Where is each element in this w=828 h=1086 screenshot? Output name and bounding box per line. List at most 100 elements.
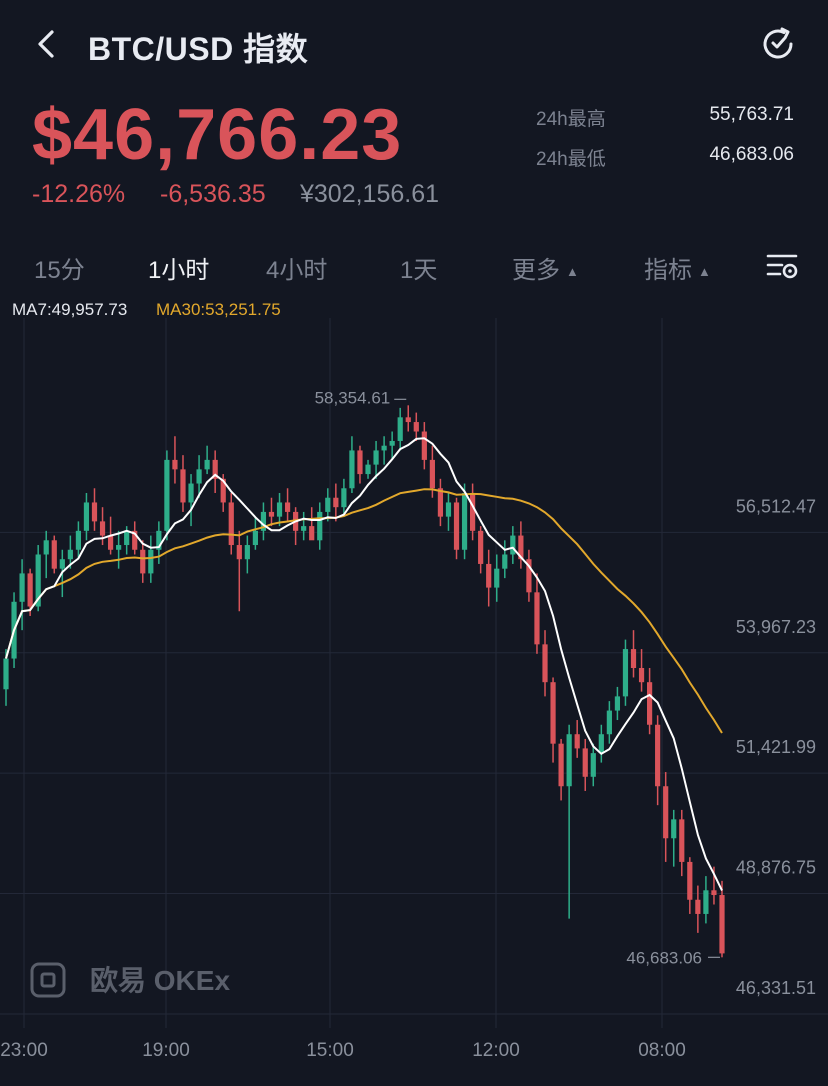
candle xyxy=(566,724,572,919)
tab-label: 4小时 xyxy=(266,257,328,284)
candle xyxy=(325,488,331,522)
candle xyxy=(687,857,693,914)
interval-tabs: 15分 1小时 4小时 1天 更多 ▲ 指标 ▲ xyxy=(0,240,828,292)
candle xyxy=(518,521,524,569)
candle xyxy=(67,535,73,569)
candle xyxy=(461,483,468,560)
page-title: BTC/USD 指数 xyxy=(88,31,309,67)
candle-body xyxy=(470,493,476,531)
ma30-legend: MA30:53,251.75 xyxy=(156,300,281,319)
change-percent: -12.26% xyxy=(32,180,126,208)
y-tick-label: 48,876.75 xyxy=(736,858,816,878)
x-tick-label: 08:00 xyxy=(638,1040,686,1061)
candle xyxy=(695,885,701,933)
candle xyxy=(91,488,98,531)
price-cny: ¥302,156.61 xyxy=(300,180,440,208)
tab-label: 15分 xyxy=(34,257,85,284)
candle xyxy=(148,535,154,583)
candle-body xyxy=(172,459,178,470)
candle xyxy=(244,535,250,574)
high-24h-label: 24h最高 xyxy=(536,109,606,130)
okex-logo-icon xyxy=(30,962,66,998)
low-24h-value: 46,683.06 xyxy=(709,144,794,165)
candle xyxy=(453,497,460,560)
tab-15m[interactable]: 15分 xyxy=(34,250,85,285)
candle-body xyxy=(582,748,588,777)
candle-body xyxy=(558,743,564,787)
candle xyxy=(116,530,122,569)
candle xyxy=(638,649,645,692)
candlestick-chart[interactable]: 56,512.47 53,967.23 51,421.99 48,876.75 46,3… xyxy=(0,318,828,1086)
candle-body xyxy=(91,502,98,522)
candle xyxy=(212,450,218,493)
candle-body xyxy=(429,459,435,489)
candle-body xyxy=(510,535,516,555)
candle xyxy=(309,507,315,541)
tab-indicators[interactable]: 指标 ▲ xyxy=(644,250,711,285)
tab-1h[interactable]: 1小时 xyxy=(148,250,209,285)
tab-4h[interactable]: 4小时 xyxy=(266,250,327,285)
candle xyxy=(413,412,419,441)
header: BTC/USD 指数 xyxy=(0,0,828,92)
refresh-icon[interactable] xyxy=(758,24,798,64)
candle-body xyxy=(236,545,242,560)
candles-layer xyxy=(3,405,725,958)
candle xyxy=(341,478,347,517)
candle xyxy=(204,445,210,475)
chart-settings-icon[interactable] xyxy=(766,250,800,282)
candle xyxy=(3,649,9,706)
candle-body xyxy=(204,459,210,470)
candle xyxy=(671,809,677,867)
candle-body xyxy=(663,786,669,839)
tab-1d[interactable]: 1天 xyxy=(400,250,437,285)
candle xyxy=(558,738,564,801)
candle-body xyxy=(405,417,411,423)
candle-body xyxy=(389,440,395,446)
candle-body xyxy=(107,535,114,550)
candle-body xyxy=(284,502,291,512)
candle xyxy=(43,530,49,579)
candle xyxy=(405,405,411,432)
candle xyxy=(598,724,604,763)
candle xyxy=(75,521,82,560)
candle xyxy=(19,559,25,631)
candle-body xyxy=(486,563,492,588)
candle-body xyxy=(397,417,403,441)
candle xyxy=(164,450,170,541)
candle-body xyxy=(188,483,194,503)
candle-body xyxy=(478,530,484,564)
y-axis-labels: 56,512.47 53,967.23 51,421.99 48,876.75 46,3… xyxy=(736,496,816,998)
caret-up-icon: ▲ xyxy=(698,264,711,280)
ma-lines-layer xyxy=(5,437,723,891)
candle-body xyxy=(156,530,162,550)
candle-body xyxy=(365,464,371,475)
candle-body xyxy=(83,502,90,531)
candle xyxy=(140,540,146,583)
caret-up-icon: ▲ xyxy=(566,264,579,280)
candle-body xyxy=(671,819,677,839)
candle xyxy=(534,573,540,654)
candle xyxy=(679,809,685,877)
back-arrow-icon[interactable] xyxy=(30,24,66,64)
candle-body xyxy=(606,710,612,735)
candle-body xyxy=(3,658,9,690)
candle-body xyxy=(252,530,258,546)
candle xyxy=(502,540,508,579)
candle xyxy=(196,455,202,498)
candle-body xyxy=(711,890,717,896)
candle-body xyxy=(695,899,701,914)
candle xyxy=(397,407,403,451)
candle xyxy=(470,483,476,541)
candle-body xyxy=(99,521,106,536)
candle-body xyxy=(325,497,331,512)
candle xyxy=(550,677,556,763)
candle xyxy=(333,483,339,522)
candle-body xyxy=(655,724,661,787)
x-tick-label: 23:00 xyxy=(0,1040,48,1061)
candle-body xyxy=(437,488,444,517)
tab-more[interactable]: 更多 ▲ xyxy=(512,250,579,285)
candle xyxy=(252,516,258,550)
candle-body xyxy=(220,478,226,503)
candle xyxy=(574,720,580,758)
candle xyxy=(663,772,669,862)
